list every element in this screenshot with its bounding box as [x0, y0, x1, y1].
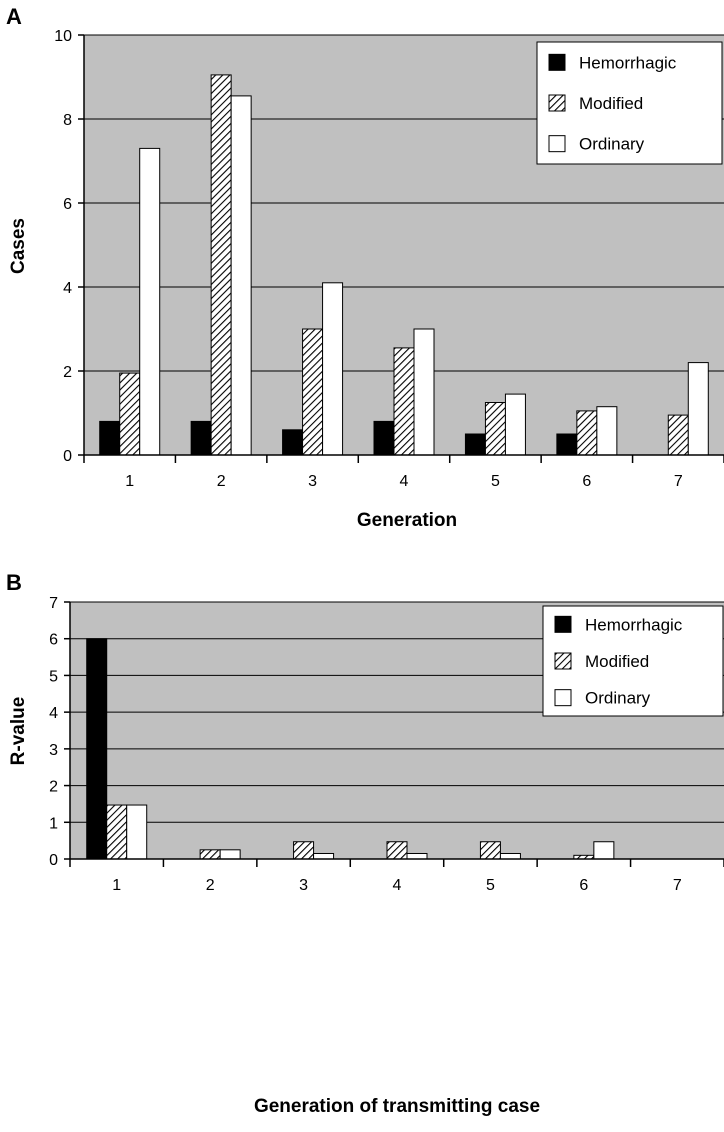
panel-a-bar-hemorrhagic-gen-1	[99, 420, 121, 456]
panel-b-bar-modified-gen-1	[106, 804, 128, 860]
panel-a-bars	[99, 74, 709, 456]
panel-b-bars	[86, 638, 615, 860]
panel-a-x-tick-label: 7	[674, 473, 683, 490]
panel-b-y-tick-label: 1	[49, 815, 58, 832]
panel-b-legend-label-hemorrhagic: Hemorrhagic	[585, 615, 683, 634]
panel-b-bar-ordinary-gen-3	[313, 852, 335, 860]
panel-a-bar-ordinary-gen-2	[230, 95, 252, 456]
panel-b-y-tick-label: 4	[49, 705, 58, 722]
panel-b-y-tick-label: 5	[49, 668, 58, 685]
panel-b-y-axis-label: R-value	[8, 697, 29, 766]
panel-b-chart: B 0 1 2 3 4 5 6 7 1 2 3 4 5 6 7 R-value Generation of …	[6, 570, 724, 1117]
panel-a-y-tick-label: 0	[63, 448, 72, 465]
panel-b-bar-modified-gen-5	[479, 841, 501, 860]
panel-b-x-tick-label: 7	[673, 877, 682, 894]
panel-a-legend-label-ordinary: Ordinary	[579, 135, 645, 154]
panel-a-x-tick-label: 6	[582, 473, 591, 490]
panel-b-legend-swatch-hemorrhagic	[554, 615, 572, 633]
panel-b-bar-ordinary-gen-4	[406, 852, 428, 860]
panel-b-bar-ordinary-gen-5	[499, 852, 521, 860]
panel-a-y-tick-label: 2	[63, 364, 72, 381]
panel-a-bar-hemorrhagic-gen-4	[373, 420, 395, 456]
panel-a-letter: A	[6, 4, 22, 29]
panel-b-legend-swatch-modified	[554, 652, 572, 670]
panel-b-x-tick-label: 2	[206, 877, 215, 894]
panel-a-bar-modified-gen-1	[119, 372, 141, 456]
panel-b-x-tick-label: 1	[112, 877, 121, 894]
panel-b-y-tick-label: 0	[49, 852, 58, 869]
panel-b-x-tick-label: 6	[579, 877, 588, 894]
panel-a-legend-swatch-ordinary	[548, 135, 566, 153]
panel-a-bar-modified-gen-3	[302, 328, 324, 456]
panel-a-y-tick-label: 4	[63, 280, 72, 297]
panel-a-x-axis-label: Generation	[357, 510, 457, 531]
panel-a-bar-modified-gen-5	[484, 402, 506, 456]
panel-a-y-tick-label: 10	[54, 28, 72, 45]
panel-a-bar-hemorrhagic-gen-5	[464, 433, 486, 456]
panel-b-x-tick-label: 3	[299, 877, 308, 894]
panel-b-axes: 0 1 2 3 4 5 6 7 1 2 3 4 5 6 7	[49, 595, 724, 894]
panel-a-bar-ordinary-gen-5	[504, 393, 526, 456]
panel-b-x-tick-label: 5	[486, 877, 495, 894]
panel-a-bar-hemorrhagic-gen-3	[282, 429, 304, 456]
panel-b-bar-hemorrhagic-gen-1	[86, 638, 108, 860]
panel-b-y-tick-label: 6	[49, 632, 58, 649]
panel-a-y-tick-label: 6	[63, 196, 72, 213]
panel-a-bar-ordinary-gen-1	[139, 147, 161, 456]
panel-a-bar-ordinary-gen-7	[687, 362, 709, 456]
panel-b-bar-modified-gen-2	[199, 849, 221, 860]
panel-a-bar-ordinary-gen-3	[322, 282, 344, 456]
panel-a-bar-ordinary-gen-6	[596, 406, 618, 456]
panel-b-bar-ordinary-gen-1	[126, 804, 148, 860]
panel-b-bar-modified-gen-3	[293, 841, 315, 860]
panel-a-bar-hemorrhagic-gen-2	[190, 420, 212, 456]
panel-a-x-tick-label: 1	[125, 473, 134, 490]
panel-b-bar-modified-gen-4	[386, 841, 408, 860]
panel-a-legend-swatch-hemorrhagic	[548, 53, 566, 71]
panel-a-legend-box	[536, 41, 723, 165]
panel-a-x-tick-label: 5	[491, 473, 500, 490]
panel-b-x-axis-label: Generation of transmitting case	[254, 1096, 540, 1117]
panel-b-bar-ordinary-gen-6	[593, 841, 615, 860]
panel-b-y-tick-label: 2	[49, 779, 58, 796]
panel-b-legend-label-ordinary: Ordinary	[585, 689, 651, 708]
panel-a-legend-swatch-modified	[548, 94, 566, 112]
panel-a-x-tick-label: 2	[217, 473, 226, 490]
panel-b-legend-swatch-ordinary	[554, 689, 572, 707]
panel-a-bar-modified-gen-7	[667, 414, 689, 456]
panel-a-x-tick-label: 3	[308, 473, 317, 490]
panel-b-legend-label-modified: Modified	[585, 652, 649, 671]
panel-a-bar-modified-gen-4	[393, 347, 415, 456]
panel-b-x-tick-label: 4	[393, 877, 402, 894]
panel-b-gridlines	[70, 601, 724, 823]
panel-b-letter: B	[6, 570, 22, 595]
panel-a-legend: Hemorrhagic Modified Ordinary	[536, 41, 723, 165]
panel-a-legend-label-modified: Modified	[579, 94, 643, 113]
panel-b-y-tick-label: 7	[49, 595, 58, 612]
panel-a-bar-ordinary-gen-4	[413, 328, 435, 456]
panel-a-x-tick-label: 4	[400, 473, 409, 490]
panel-a-gridlines	[84, 34, 724, 372]
panel-b-y-tick-label: 3	[49, 742, 58, 759]
panel-b-legend: Hemorrhagic Modified Ordinary	[542, 605, 724, 717]
panel-b-bar-ordinary-gen-2	[219, 849, 241, 860]
panel-a-bar-hemorrhagic-gen-6	[556, 433, 578, 456]
panel-a-legend-label-hemorrhagic: Hemorrhagic	[579, 53, 677, 72]
panel-a-bar-modified-gen-2	[210, 74, 232, 456]
panel-a-y-tick-label: 8	[63, 112, 72, 129]
panel-a-y-axis-label: Cases	[8, 218, 29, 274]
panel-b-legend-box	[542, 605, 724, 717]
panel-a-bar-modified-gen-6	[576, 410, 598, 456]
